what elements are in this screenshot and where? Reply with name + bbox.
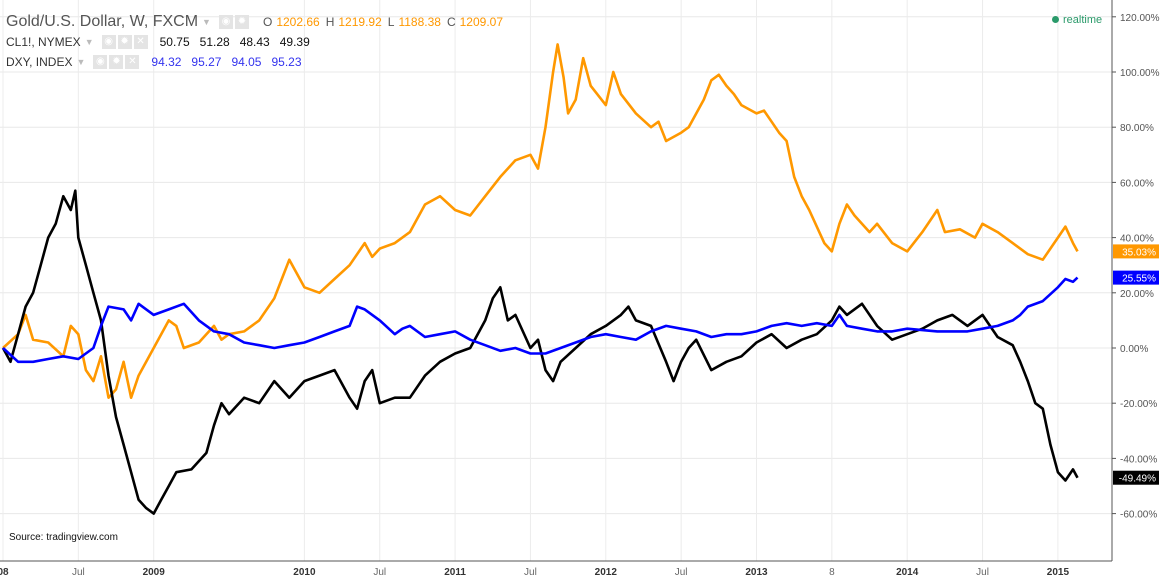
price-axis[interactable]: 120.00% 100.00% 80.00% 60.00% 40.00% 20.00% 0.… (1112, 13, 1160, 521)
x-tick-label: 08 (0, 567, 9, 578)
series-line-cl1- (1, 189, 1079, 515)
eye-icon[interactable]: ◉ (218, 15, 233, 29)
oil-symbol[interactable]: CL1!, NYMEX (6, 35, 81, 49)
open-label: O (262, 15, 273, 29)
last-value-badge (1113, 470, 1159, 485)
gear-icon[interactable]: ✹ (234, 15, 249, 29)
status-dot-icon (1052, 16, 1059, 23)
chevron-down-icon[interactable]: ▼ (202, 17, 211, 27)
legend-gold: Gold/U.S. Dollar, W, FXCM ▼ ◉ ✹ O 1202.6… (6, 12, 503, 32)
x-tick-label: Jul (72, 567, 85, 578)
legend: Gold/U.S. Dollar, W, FXCM ▼ ◉ ✹ O 1202.6… (6, 12, 503, 72)
last-value-badge (1113, 244, 1159, 259)
oil-close: 49.39 (279, 35, 310, 49)
gear-icon[interactable]: ✹ (109, 55, 124, 69)
last-value-labels: 35.03% -49.49% 25.55% (1113, 244, 1159, 485)
eye-icon[interactable]: ◉ (93, 55, 108, 69)
oil-low: 48.43 (239, 35, 270, 49)
x-tick-label: 8 (829, 567, 835, 578)
dxy-low: 94.05 (231, 55, 262, 69)
last-value-text: 35.03% (1122, 247, 1156, 258)
x-tick-label: 2009 (143, 567, 166, 578)
x-tick-label: Jul (675, 567, 688, 578)
close-icon[interactable]: ✕ (125, 55, 140, 69)
high-value: 1219.92 (338, 15, 382, 29)
grid (0, 0, 1112, 561)
dxy-open: 94.32 (151, 55, 182, 69)
y-tick-label: 120.00% (1120, 13, 1160, 24)
x-tick-label: 2015 (1047, 567, 1070, 578)
oil-open: 50.75 (159, 35, 190, 49)
open-value: 1202.66 (276, 15, 320, 29)
legend-dxy: DXY, INDEX ▼ ◉ ✹ ✕ 94.32 95.27 94.05 95.… (6, 52, 503, 72)
x-tick-label: Jul (373, 567, 386, 578)
x-tick-label: 2011 (444, 567, 466, 578)
gear-icon[interactable]: ✹ (117, 35, 132, 49)
high-label: H (325, 15, 335, 29)
x-tick-label: Jul (524, 567, 537, 578)
close-label: C (446, 15, 456, 29)
oil-high: 51.28 (199, 35, 230, 49)
y-tick-label: -60.00% (1120, 510, 1157, 521)
y-tick-label: 20.00% (1120, 289, 1154, 300)
close-value: 1209.07 (459, 15, 504, 29)
y-tick-label: 100.00% (1120, 68, 1160, 79)
x-tick-label: Jul (976, 567, 989, 578)
realtime-label: realtime (1063, 14, 1103, 26)
low-value: 1188.38 (398, 15, 441, 29)
chevron-down-icon[interactable]: ▼ (84, 37, 94, 47)
x-tick-label: 2013 (745, 567, 768, 578)
close-icon[interactable]: ✕ (133, 35, 148, 49)
eye-icon[interactable]: ◉ (101, 35, 116, 49)
series-line-gold-u-s-dollar (2, 43, 1079, 400)
dxy-high: 95.27 (191, 55, 222, 69)
x-tick-label: 2012 (595, 567, 618, 578)
series-lines (1, 43, 1079, 515)
time-axis[interactable]: 08 Jul 2009 2010 Jul 2011 Jul 2012 Jul 2013 8 2014 J… (0, 567, 1069, 578)
dxy-close: 95.23 (271, 55, 302, 69)
realtime-indicator: realtime (1052, 14, 1102, 26)
y-tick-label: -40.00% (1120, 454, 1157, 465)
low-label: L (387, 15, 395, 29)
legend-oil: CL1!, NYMEX ▼ ◉ ✹ ✕ 50.75 51.28 48.43 49… (6, 32, 503, 52)
y-tick-label: 0.00% (1120, 344, 1148, 355)
last-value-badge (1113, 270, 1159, 285)
y-tick-label: -20.00% (1120, 399, 1157, 410)
dxy-symbol[interactable]: DXY, INDEX (6, 55, 73, 69)
last-value-text: -49.49% (1119, 474, 1156, 485)
y-tick-label: 80.00% (1120, 123, 1154, 134)
y-tick-label: 40.00% (1120, 234, 1154, 245)
main-symbol[interactable]: Gold/U.S. Dollar, W, FXCM (6, 13, 199, 30)
series-line-dxy (2, 276, 1079, 364)
last-value-text: 25.55% (1122, 274, 1156, 285)
y-tick-label: 60.00% (1120, 178, 1154, 189)
chevron-down-icon[interactable]: ▼ (76, 57, 86, 67)
x-tick-label: 2014 (896, 567, 919, 578)
x-tick-label: 2010 (293, 567, 316, 578)
source-credit: Source: tradingview.com (9, 532, 118, 543)
